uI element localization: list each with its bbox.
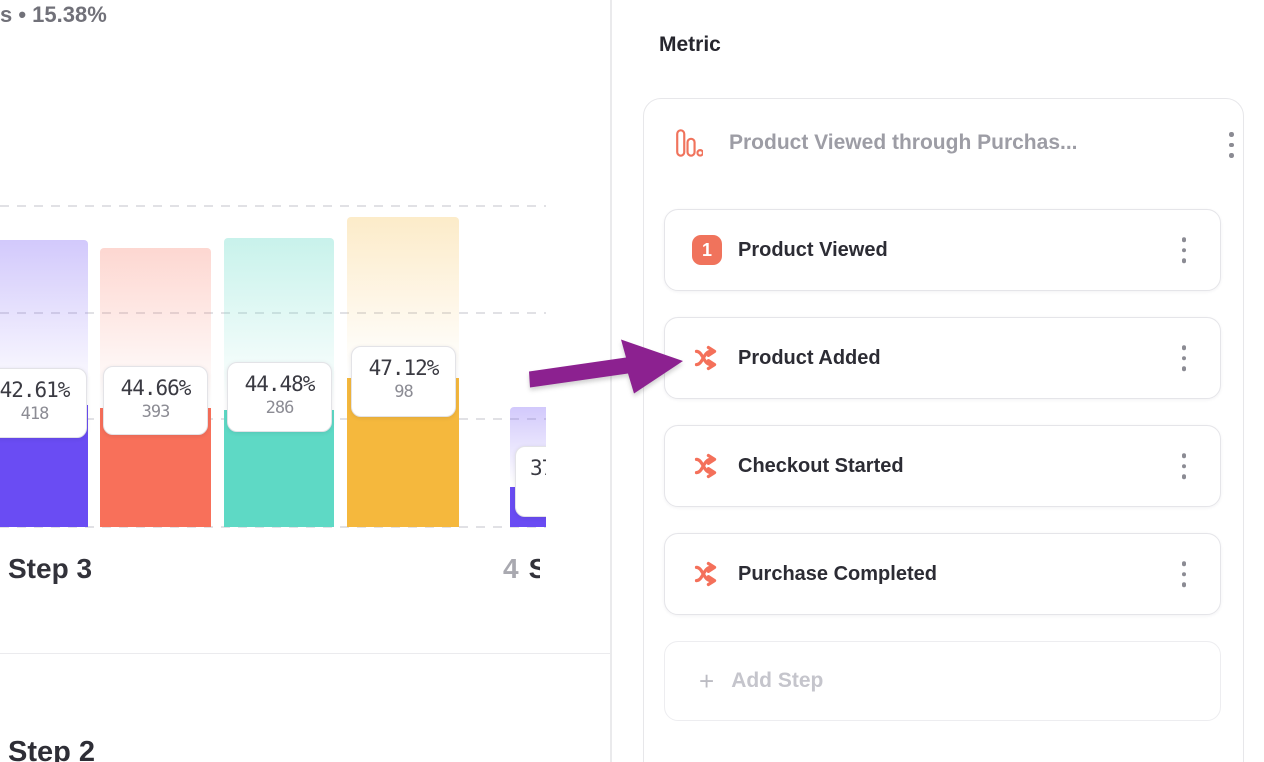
shuffle-icon xyxy=(692,559,722,589)
step-label: Product Added xyxy=(738,346,881,369)
x-axis-group-number: 4 xyxy=(503,553,519,584)
x-axis-label-step3: Step 3 xyxy=(8,553,93,584)
metric-definition-card: Product Viewed through Purchas... 1 Prod… xyxy=(643,98,1244,762)
conversion-percent: 42.61% xyxy=(0,378,70,402)
shuffle-icon xyxy=(692,451,722,481)
plus-icon: + xyxy=(699,666,715,696)
step-label: Checkout Started xyxy=(738,454,904,477)
breakdown-section-title-partial: Step 2 xyxy=(8,736,96,762)
step-menu-kebab-icon[interactable] xyxy=(1178,449,1191,483)
bar-value-label: 37 xyxy=(515,446,546,517)
funnel-chart-area: 42.61% 418 44.66% 393 44.48% 286 xyxy=(0,0,546,545)
bar-value-label: 47.12% 98 xyxy=(351,346,456,417)
metric-panel: Metric Product Viewed through Purchas... xyxy=(612,0,1264,762)
conversion-count: 286 xyxy=(265,398,295,418)
metric-card-header[interactable]: Product Viewed through Purchas... xyxy=(673,127,1234,159)
bar-value-label: 44.66% 393 xyxy=(103,366,208,435)
add-step-label: Add Step xyxy=(731,669,824,692)
conversion-percent: 44.48% xyxy=(244,372,316,396)
step-menu-kebab-icon[interactable] xyxy=(1178,557,1191,591)
metric-menu-kebab-icon[interactable] xyxy=(1225,128,1238,162)
add-step-button[interactable]: + Add Step xyxy=(664,641,1221,721)
funnel-step-checkout-started[interactable]: Checkout Started xyxy=(664,425,1221,507)
metric-panel-title: Metric xyxy=(659,33,721,56)
funnel-chart-icon xyxy=(673,128,703,158)
gridline-baseline xyxy=(0,526,546,528)
step-number-badge: 1 xyxy=(692,235,722,265)
x-axis-label-step4-partial: 4Step 4 xyxy=(503,553,540,584)
step-label: Product Viewed xyxy=(738,238,888,261)
gridline xyxy=(0,205,546,207)
funnel-step-purchase-completed[interactable]: Purchase Completed xyxy=(664,533,1221,615)
conversion-count: 393 xyxy=(141,402,171,422)
x-axis: Step 3 4Step 4 xyxy=(0,553,540,593)
conversion-count: 418 xyxy=(20,404,50,424)
step-label: Purchase Completed xyxy=(738,562,937,585)
conversion-percent: 37 xyxy=(530,456,546,480)
gridline xyxy=(0,312,546,314)
funnel-chart-panel: s • 15.38% 42.61% 418 44.66% 393 xyxy=(0,0,612,762)
bar-value-label: 44.48% 286 xyxy=(227,362,332,432)
conversion-summary-partial: s • 15.38% xyxy=(0,2,107,27)
conversion-count: 98 xyxy=(394,382,413,402)
funnel-step-product-added[interactable]: Product Added xyxy=(664,317,1221,399)
step-menu-kebab-icon[interactable] xyxy=(1178,233,1191,267)
conversion-percent: 47.12% xyxy=(368,356,440,380)
section-divider xyxy=(0,653,610,654)
funnel-step-product-viewed[interactable]: 1 Product Viewed xyxy=(664,209,1221,291)
shuffle-icon xyxy=(692,343,722,373)
conversion-percent: 44.66% xyxy=(120,376,192,400)
metric-name-truncated: Product Viewed through Purchas... xyxy=(729,131,1078,154)
bar-value-label: 42.61% 418 xyxy=(0,368,87,438)
step-menu-kebab-icon[interactable] xyxy=(1178,341,1191,375)
funnel-bar-segment1-step3[interactable] xyxy=(0,240,88,527)
